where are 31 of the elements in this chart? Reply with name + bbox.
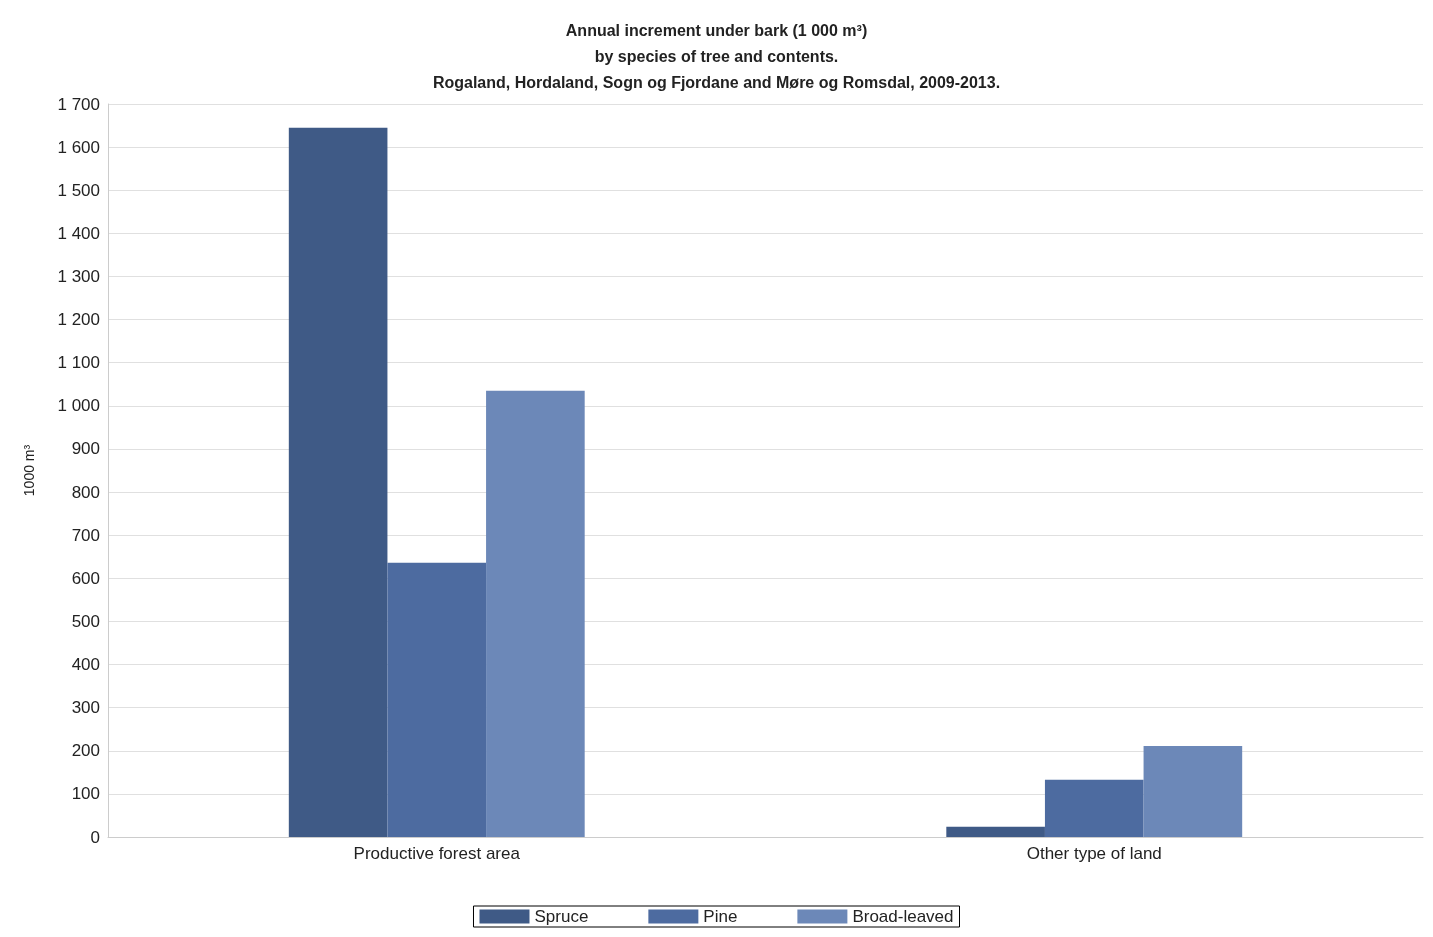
bar [486, 390, 585, 837]
y-tick-label: 600 [71, 568, 100, 588]
y-tick-label: 500 [71, 611, 100, 631]
x-tick-label: Other type of land [1026, 844, 1162, 863]
y-tick-label: 100 [71, 784, 100, 804]
legend-label: Spruce [534, 907, 589, 926]
y-tick-label: 1 700 [57, 94, 100, 114]
y-tick-label: 1 500 [57, 180, 100, 200]
y-tick-label: 1 200 [57, 310, 100, 330]
y-tick-label: 400 [71, 655, 100, 675]
bar [946, 826, 1045, 837]
legend-label: Broad-leaved [852, 907, 954, 926]
legend-label: Pine [703, 907, 738, 926]
y-tick-label: 900 [71, 439, 100, 459]
chart-title: Annual increment under bark (1 000 m³) by species of tree and contents. Rogaland, Hordaland, Sogn og Fjordane and Møre og Romsdal, 2009-2013. [432, 21, 1001, 91]
y-tick-label: 1 400 [57, 223, 100, 243]
y-tick-label: 300 [71, 698, 100, 718]
y-tick-label: 0 [90, 827, 100, 847]
y-tick-label: 200 [71, 741, 100, 761]
bar [288, 127, 388, 837]
bar [387, 562, 487, 837]
y-tick-label: 700 [71, 525, 100, 545]
x-tick-label: Productive forest area [353, 844, 521, 863]
y-tick-label: 800 [71, 482, 100, 502]
y-tick-label: 1 600 [57, 137, 100, 157]
y-tick-label: 1 100 [57, 353, 100, 373]
y-tick-label: 1 300 [57, 266, 100, 286]
y-axis-title: 1000 m³ [21, 444, 37, 497]
bar [1044, 779, 1144, 837]
bar [1143, 746, 1243, 837]
y-tick-label: 1 000 [57, 396, 100, 416]
